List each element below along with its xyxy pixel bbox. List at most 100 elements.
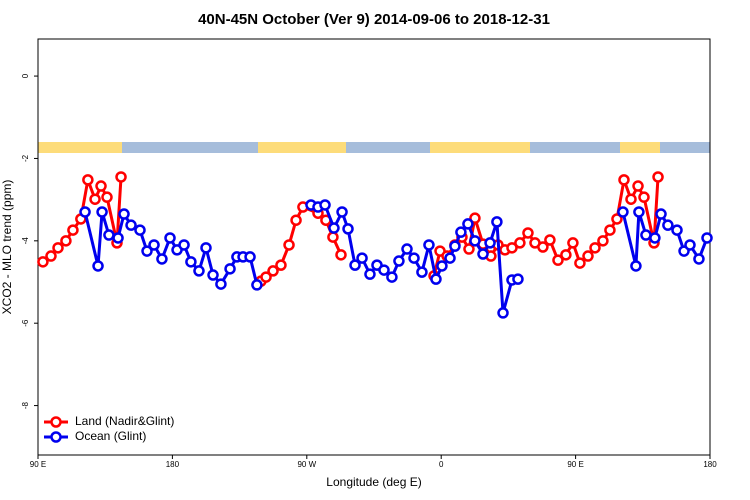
point xyxy=(449,240,461,252)
legend-marker xyxy=(50,416,62,428)
point xyxy=(112,232,124,244)
point xyxy=(423,239,435,251)
point xyxy=(589,242,601,254)
point xyxy=(96,206,108,218)
point xyxy=(95,180,107,192)
point xyxy=(444,252,456,264)
point xyxy=(462,218,474,230)
point xyxy=(267,265,279,277)
point xyxy=(319,199,331,211)
point xyxy=(164,232,176,244)
point xyxy=(477,248,489,260)
point xyxy=(356,252,368,264)
y-tick-label: -4 xyxy=(21,237,30,245)
point xyxy=(82,174,94,186)
point xyxy=(251,279,263,291)
point xyxy=(185,256,197,268)
point xyxy=(514,237,526,249)
point xyxy=(79,206,91,218)
point xyxy=(335,249,347,261)
point xyxy=(92,260,104,272)
point xyxy=(506,242,518,254)
point xyxy=(640,229,652,241)
y-tick-label: -8 xyxy=(21,401,30,409)
point xyxy=(638,191,650,203)
point xyxy=(45,250,57,262)
point xyxy=(193,265,205,277)
point xyxy=(156,253,168,265)
point xyxy=(574,257,586,269)
point xyxy=(633,206,645,218)
point xyxy=(89,193,101,205)
point xyxy=(52,242,64,254)
point xyxy=(597,235,609,247)
land-strip xyxy=(38,142,122,153)
point xyxy=(632,180,644,192)
point xyxy=(512,273,524,285)
point xyxy=(537,241,549,253)
x-tick-label: 90 E xyxy=(567,460,583,469)
land-strip xyxy=(620,142,660,153)
point xyxy=(567,237,579,249)
point xyxy=(327,231,339,243)
legend-marker xyxy=(50,431,62,443)
point xyxy=(125,219,137,231)
point xyxy=(101,191,113,203)
point xyxy=(625,193,637,205)
point xyxy=(611,213,623,225)
point xyxy=(618,174,630,186)
point xyxy=(328,222,340,234)
point xyxy=(336,206,348,218)
point xyxy=(401,243,413,255)
point xyxy=(349,259,361,271)
point xyxy=(408,252,420,264)
point xyxy=(275,259,287,271)
land-strip xyxy=(258,142,346,153)
point xyxy=(497,307,509,319)
point xyxy=(364,268,376,280)
point xyxy=(393,255,405,267)
point xyxy=(115,171,127,183)
point xyxy=(455,226,467,238)
point xyxy=(662,219,674,231)
y-tick-label: -6 xyxy=(21,319,30,327)
point xyxy=(103,229,115,241)
point xyxy=(671,224,683,236)
point xyxy=(215,278,227,290)
point xyxy=(342,223,354,235)
point xyxy=(463,243,475,255)
point xyxy=(684,239,696,251)
point xyxy=(560,249,572,261)
point xyxy=(260,271,272,283)
point xyxy=(582,250,594,262)
y-tick-label: -2 xyxy=(21,154,30,162)
point xyxy=(469,212,481,224)
point xyxy=(290,214,302,226)
point xyxy=(522,227,534,239)
point xyxy=(491,216,503,228)
point xyxy=(604,224,616,236)
land-mask-strip xyxy=(38,142,710,153)
y-axis-title: XCO2 - MLO trend (ppm) xyxy=(0,180,14,315)
point xyxy=(386,271,398,283)
point xyxy=(544,234,556,246)
point xyxy=(134,224,146,236)
point xyxy=(283,239,295,251)
x-tick-label: 90 E xyxy=(30,460,46,469)
point xyxy=(67,224,79,236)
point xyxy=(148,239,160,251)
legend-label: Land (Nadir&Glint) xyxy=(75,414,174,428)
point xyxy=(37,256,49,268)
chart-title: 40N-45N October (Ver 9) 2014-09-06 to 20… xyxy=(198,11,550,28)
point xyxy=(649,232,661,244)
point xyxy=(469,235,481,247)
plot-frame xyxy=(37,38,711,456)
x-tick-label: 90 W xyxy=(297,460,316,469)
y-tick-label: 0 xyxy=(21,73,30,78)
point xyxy=(630,260,642,272)
point xyxy=(693,253,705,265)
point xyxy=(655,208,667,220)
land-strip xyxy=(430,142,530,153)
x-axis-title: Longitude (deg E) xyxy=(326,475,421,489)
